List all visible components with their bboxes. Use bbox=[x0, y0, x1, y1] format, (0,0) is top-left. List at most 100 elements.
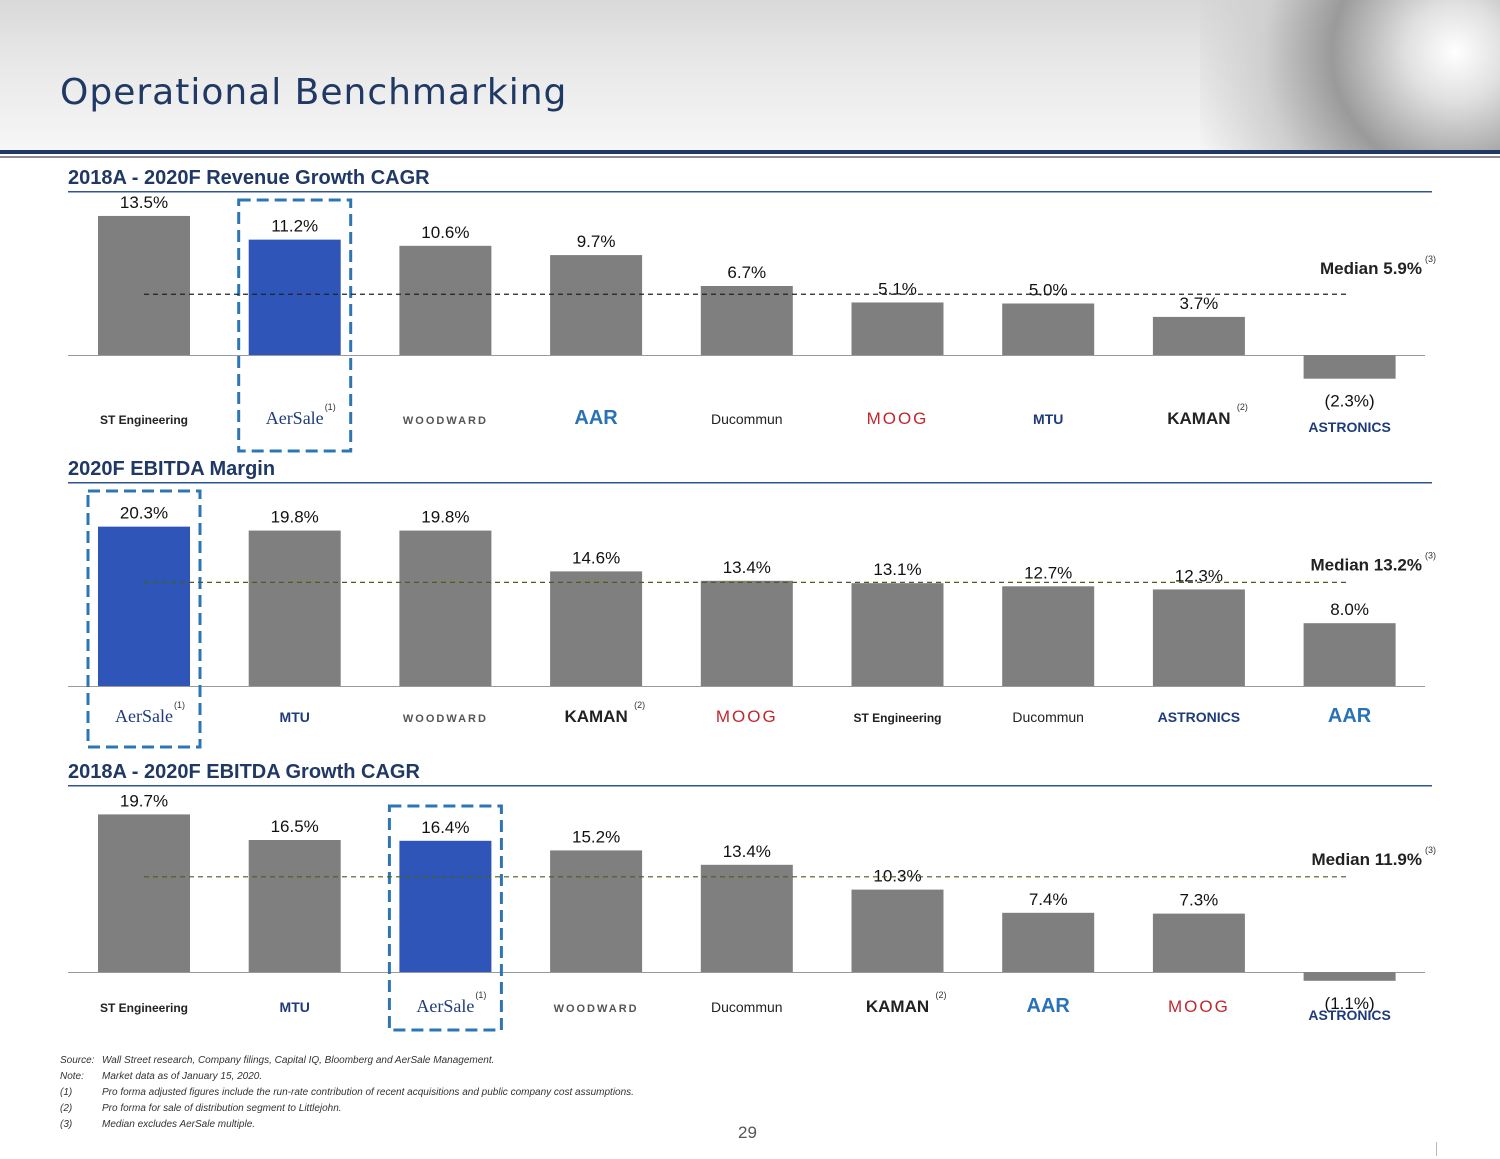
chart3-logo-note-aersale: (1) bbox=[475, 990, 486, 1000]
chart1-title-rule bbox=[68, 191, 1432, 193]
chart3-logo-st-engineering: ST Engineering bbox=[100, 1001, 188, 1015]
chart1-bar-aar bbox=[550, 255, 643, 355]
chart1-value-label-ducommun: 6.7% bbox=[727, 263, 766, 282]
footnote-2: (2) Pro forma for sale of distribution se… bbox=[60, 1103, 342, 1114]
chart1-logo-aar: AAR bbox=[574, 407, 618, 429]
chart3-title-rule bbox=[68, 785, 1432, 787]
chart2-bar-woodward bbox=[399, 530, 492, 686]
chart1-bar-moog bbox=[851, 302, 944, 355]
chart2-value-label-aersale: 20.3% bbox=[120, 504, 168, 523]
chart2-logo-note-kaman: (2) bbox=[634, 700, 645, 710]
chart2-logo-astronics: ASTRONICS bbox=[1158, 709, 1240, 725]
chart1-bar-aersale bbox=[248, 239, 341, 355]
chart2-logo-kaman: KAMAN bbox=[564, 707, 627, 726]
chart3-logo-aersale: AerSale bbox=[416, 996, 474, 1016]
chart3-bar-aar bbox=[1002, 912, 1095, 972]
chart1-median-note: (3) bbox=[1425, 254, 1436, 264]
chart3-value-label-kaman: 10.3% bbox=[873, 867, 921, 886]
chart3-bar-kaman bbox=[851, 889, 944, 972]
chart1-logo-note-kaman: (2) bbox=[1237, 402, 1248, 412]
chart3-bar-moog bbox=[1152, 913, 1245, 972]
chart3-logo-mtu: MTU bbox=[280, 999, 310, 1015]
chart2-logo-ducommun: Ducommun bbox=[1012, 709, 1084, 725]
footnote-1: (1) Pro forma adjusted figures include th… bbox=[60, 1087, 634, 1098]
chart3-logo-aar: AAR bbox=[1027, 995, 1071, 1017]
header-rule-thin bbox=[0, 156, 1500, 158]
chart1-logo-astronics: ASTRONICS bbox=[1308, 419, 1390, 435]
chart3-value-label-aar: 7.4% bbox=[1029, 890, 1068, 909]
chart2-value-label-aar: 8.0% bbox=[1330, 600, 1369, 619]
chart3-bar-st-engineering bbox=[98, 814, 190, 972]
chart2-bar-astronics bbox=[1152, 589, 1245, 686]
chart1-logo-ducommun: Ducommun bbox=[711, 411, 783, 427]
chart2-logo-note-aersale: (1) bbox=[174, 700, 185, 710]
chart3-value-label-st-engineering: 19.7% bbox=[120, 791, 168, 810]
chart3-value-label-moog: 7.3% bbox=[1180, 891, 1219, 910]
chart3-bar-aersale bbox=[399, 840, 492, 972]
chart1-title: 2018A - 2020F Revenue Growth CAGR bbox=[68, 167, 430, 189]
chart3-logo-ducommun: Ducommun bbox=[711, 999, 783, 1015]
chart3-logo-moog: MOOG bbox=[1168, 997, 1230, 1016]
chart2-logo-st-engineering: ST Engineering bbox=[853, 711, 941, 725]
footnote-source: Source: Wall Street research, Company fil… bbox=[60, 1055, 495, 1066]
chart1-bar-astronics bbox=[1303, 355, 1396, 379]
chart3-bar-woodward bbox=[550, 850, 643, 972]
chart3-value-label-astronics: (1.1%) bbox=[1325, 994, 1375, 1013]
chart3-baseline bbox=[68, 972, 1425, 973]
chart1-bar-st-engineering bbox=[98, 215, 190, 355]
chart3-logo-kaman: KAMAN bbox=[866, 997, 929, 1016]
chart1-value-label-aar: 9.7% bbox=[577, 232, 616, 251]
chart1-value-label-moog: 5.1% bbox=[878, 279, 917, 298]
chart1-value-label-woodward: 10.6% bbox=[421, 223, 469, 242]
page-title: Operational Benchmarking bbox=[60, 72, 568, 113]
chart1-bar-kaman bbox=[1152, 316, 1245, 355]
chart2-value-label-ducommun: 12.7% bbox=[1024, 563, 1072, 582]
chart1-logo-kaman: KAMAN bbox=[1167, 409, 1230, 428]
chart1-value-label-aersale: 11.2% bbox=[271, 217, 318, 236]
chart2-logo-moog: MOOG bbox=[716, 707, 778, 726]
chart3-highlight-box bbox=[387, 804, 503, 1032]
chart2-bar-aersale bbox=[98, 526, 190, 686]
chart3-value-label-woodward: 15.2% bbox=[572, 827, 620, 846]
chart2-baseline bbox=[68, 686, 1425, 687]
chart1-logo-aersale: AerSale bbox=[266, 408, 324, 428]
chart2-value-label-moog: 13.4% bbox=[723, 558, 771, 577]
chart2-value-label-st-engineering: 13.1% bbox=[873, 560, 921, 579]
chart2-value-label-astronics: 12.3% bbox=[1175, 566, 1223, 585]
chart2-logo-aar: AAR bbox=[1328, 705, 1372, 727]
chart1-logo-woodward: WOODWARD bbox=[403, 415, 488, 427]
chart2-bar-aar bbox=[1303, 623, 1396, 686]
chart2-value-label-woodward: 19.8% bbox=[421, 508, 469, 527]
chart3-median-note: (3) bbox=[1425, 845, 1436, 855]
chart1-bar-ducommun bbox=[700, 285, 793, 355]
chart2-highlight-box bbox=[86, 489, 202, 749]
chart2-logo-woodward: WOODWARD bbox=[403, 713, 488, 725]
chart3-logo-note-kaman: (2) bbox=[936, 990, 947, 1000]
chart3-median-label: Median 11.9% bbox=[1311, 850, 1422, 869]
chart1-logo-mtu: MTU bbox=[1033, 411, 1063, 427]
chart2-title: 2020F EBITDA Margin bbox=[68, 458, 275, 480]
chart3-value-label-mtu: 16.5% bbox=[271, 817, 319, 836]
chart2-bar-mtu bbox=[248, 530, 341, 686]
chart1-bar-mtu bbox=[1002, 303, 1095, 355]
chart3-bar-ducommun bbox=[700, 864, 793, 972]
chart1-bar-woodward bbox=[399, 245, 492, 355]
chart2-value-label-mtu: 19.8% bbox=[271, 508, 319, 527]
chart2-bar-moog bbox=[700, 580, 793, 686]
chart2-value-label-kaman: 14.6% bbox=[572, 548, 620, 567]
chart2-title-rule bbox=[68, 482, 1432, 484]
chart2-median-note: (3) bbox=[1425, 550, 1436, 560]
chart1-value-label-kaman: 3.7% bbox=[1180, 294, 1219, 313]
corner-mark bbox=[1436, 1142, 1437, 1156]
chart3-bar-mtu bbox=[248, 840, 341, 972]
chart1-logo-moog: MOOG bbox=[867, 409, 929, 428]
chart3-value-label-ducommun: 13.4% bbox=[723, 842, 771, 861]
chart2-logo-aersale: AerSale bbox=[115, 706, 173, 726]
turbine-image bbox=[1200, 0, 1500, 150]
chart3-value-label-aersale: 16.4% bbox=[421, 818, 469, 837]
chart3-logo-woodward: WOODWARD bbox=[554, 1003, 639, 1015]
chart2-median-label: Median 13.2% bbox=[1311, 555, 1423, 574]
chart1-logo-st-engineering: ST Engineering bbox=[100, 413, 188, 427]
chart1-baseline bbox=[68, 355, 1425, 356]
chart3-bar-astronics bbox=[1303, 972, 1396, 981]
